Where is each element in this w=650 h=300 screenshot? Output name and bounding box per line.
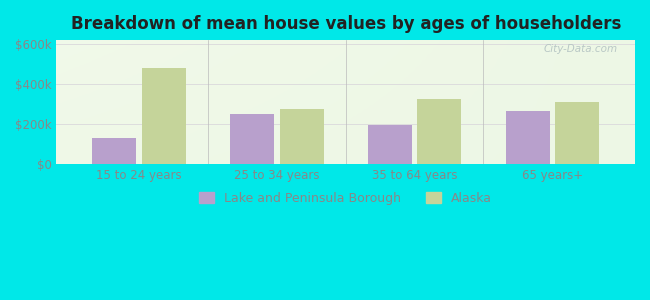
- Bar: [506, 111, 550, 164]
- Bar: [368, 125, 412, 164]
- Bar: [280, 109, 324, 164]
- Bar: [92, 138, 136, 164]
- Title: Breakdown of mean house values by ages of householders: Breakdown of mean house values by ages o…: [71, 15, 621, 33]
- Bar: [417, 99, 462, 164]
- Bar: [555, 102, 599, 164]
- Bar: [230, 114, 274, 164]
- Legend: Lake and Peninsula Borough, Alaska: Lake and Peninsula Borough, Alaska: [194, 187, 497, 210]
- Text: City-Data.com: City-Data.com: [543, 44, 618, 54]
- Bar: [142, 68, 186, 164]
